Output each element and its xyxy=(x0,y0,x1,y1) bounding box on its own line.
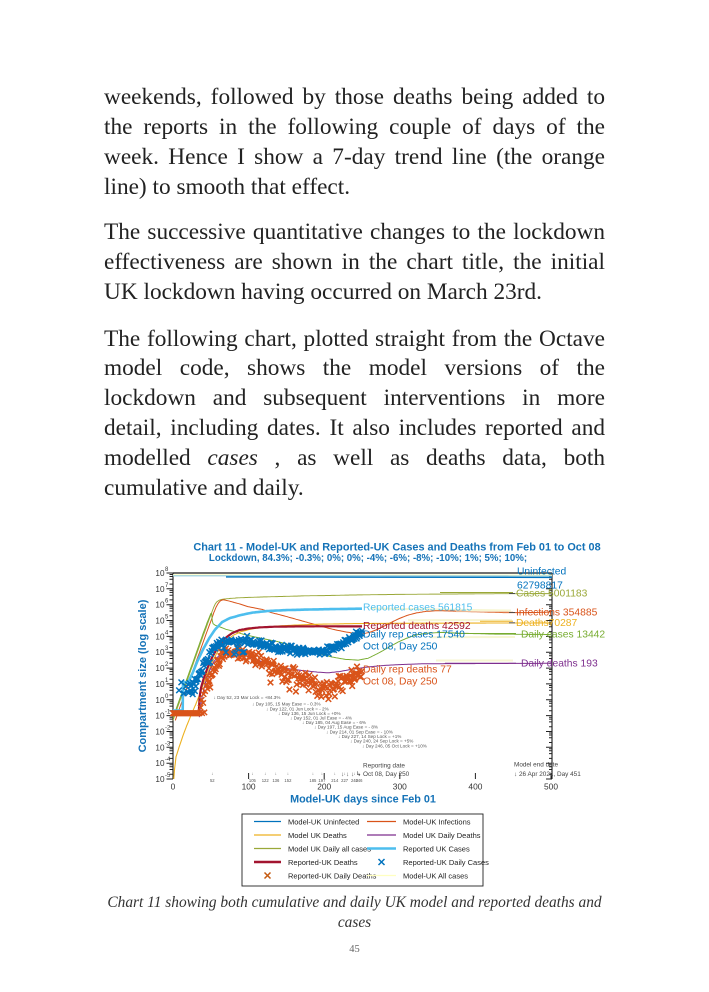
svg-text:Model-UK Infections: Model-UK Infections xyxy=(403,818,471,827)
svg-text:52: 52 xyxy=(210,778,215,783)
svg-text:-3: -3 xyxy=(165,741,171,747)
svg-text:↓: ↓ xyxy=(321,771,323,776)
svg-text:10: 10 xyxy=(155,743,165,752)
svg-text:↓ Day 240, 24 Sep Lock = +5%: ↓ Day 240, 24 Sep Lock = +5% xyxy=(350,739,413,744)
svg-text:↓ Day 105, 15 May Ease = - 0.3: ↓ Day 105, 15 May Ease = - 0.3% xyxy=(252,702,321,707)
svg-text:10: 10 xyxy=(155,680,165,689)
svg-text:-4: -4 xyxy=(165,757,171,763)
svg-text:Reported-UK Daily Deaths: Reported-UK Daily Deaths xyxy=(288,872,377,881)
svg-text:10: 10 xyxy=(155,648,165,657)
svg-text:227: 227 xyxy=(341,778,349,783)
svg-text:10: 10 xyxy=(155,696,165,705)
svg-text:↓: ↓ xyxy=(211,771,213,776)
svg-text:↓ Day 246, 05 Oct Lock = +10%: ↓ Day 246, 05 Oct Lock = +10% xyxy=(362,744,427,749)
svg-text:↓: ↓ xyxy=(264,771,266,776)
svg-text:Model-UK days since Feb 01: Model-UK days since Feb 01 xyxy=(290,794,436,806)
svg-text:Daily rep deaths 77: Daily rep deaths 77 xyxy=(363,665,452,676)
svg-text:↓ ↓ ↓ ↳ Oct 08, Day 250: ↓ ↓ ↓ ↳ Oct 08, Day 250 xyxy=(341,771,410,778)
svg-text:0: 0 xyxy=(171,782,176,792)
svg-text:Reported-UK Daily Cases: Reported-UK Daily Cases xyxy=(403,858,489,867)
svg-text:3: 3 xyxy=(165,646,169,652)
svg-text:10: 10 xyxy=(155,664,165,673)
svg-text:136: 136 xyxy=(272,778,280,783)
svg-text:5: 5 xyxy=(165,615,169,621)
svg-text:Reported deaths 42592: Reported deaths 42592 xyxy=(363,621,471,632)
svg-text:-1: -1 xyxy=(165,710,171,716)
svg-text:Compartment size (log scale): Compartment size (log scale) xyxy=(137,599,149,752)
svg-text:Cases 5001183: Cases 5001183 xyxy=(516,589,588,600)
svg-text:105: 105 xyxy=(249,778,257,783)
svg-text:Lockdown, 84.3%; -0.3%; 0%; 0%: Lockdown, 84.3%; -0.3%; 0%; 0%; -4%; -6%… xyxy=(209,553,527,564)
svg-text:300: 300 xyxy=(393,782,407,792)
svg-text:↓ Day 197, 15 Aug Ease = - 8%: ↓ Day 197, 15 Aug Ease = - 8% xyxy=(314,725,378,730)
svg-text:Reported UK Cases: Reported UK Cases xyxy=(403,845,470,854)
svg-text:10: 10 xyxy=(155,759,165,768)
svg-text:Reporting date: Reporting date xyxy=(363,763,405,770)
svg-text:0: 0 xyxy=(165,694,169,700)
svg-text:8: 8 xyxy=(165,567,169,573)
svg-text:214: 214 xyxy=(331,778,339,783)
svg-text:10: 10 xyxy=(155,617,165,626)
svg-text:Daily rep cases 17540: Daily rep cases 17540 xyxy=(363,629,465,640)
svg-text:Chart 11 - Model-UK and Report: Chart 11 - Model-UK and Reported-UK Case… xyxy=(193,542,600,554)
svg-text:Reported cases 561815: Reported cases 561815 xyxy=(363,603,473,614)
svg-text:↓ Day 185, 04 Aug Ease = - 6%: ↓ Day 185, 04 Aug Ease = - 6% xyxy=(302,720,366,725)
svg-text:4: 4 xyxy=(165,630,169,636)
svg-text:Model UK Daily all cases: Model UK Daily all cases xyxy=(288,845,371,854)
svg-text:10: 10 xyxy=(155,585,165,594)
svg-text:Model-UK All cases: Model-UK All cases xyxy=(403,872,468,881)
svg-text:10: 10 xyxy=(155,632,165,641)
svg-text:10: 10 xyxy=(155,601,165,610)
svg-text:185: 185 xyxy=(309,778,317,783)
svg-text:246: 246 xyxy=(355,778,363,783)
svg-text:62798817: 62798817 xyxy=(517,581,563,592)
svg-text:↓: ↓ xyxy=(251,771,253,776)
svg-text:Reported-UK Deaths: Reported-UK Deaths xyxy=(288,858,358,867)
svg-text:-2: -2 xyxy=(165,726,171,732)
svg-text:1: 1 xyxy=(165,678,169,684)
svg-text:↓ Day 52, 23 Mar Lock = +84.3%: ↓ Day 52, 23 Mar Lock = +84.3% xyxy=(214,695,281,700)
svg-text:Model-UK Uninfected: Model-UK Uninfected xyxy=(288,818,359,827)
svg-text:Infections 354885: Infections 354885 xyxy=(516,608,598,619)
svg-text:2: 2 xyxy=(165,662,169,668)
svg-text:↓ Day 214, 01 Sep Ease = - 10%: ↓ Day 214, 01 Sep Ease = - 10% xyxy=(326,730,393,735)
svg-text:10: 10 xyxy=(155,775,165,784)
svg-text:Oct 08, Day 250: Oct 08, Day 250 xyxy=(363,642,438,653)
svg-text:↓: ↓ xyxy=(312,771,314,776)
svg-text:Model UK Daily Deaths: Model UK Daily Deaths xyxy=(403,831,481,840)
svg-text:↓ Day 227, 14 Sep Lock = +1%: ↓ Day 227, 14 Sep Lock = +1% xyxy=(338,734,401,739)
svg-text:10: 10 xyxy=(155,728,165,737)
svg-text:Deaths70287: Deaths70287 xyxy=(516,618,578,629)
svg-text:122: 122 xyxy=(262,778,270,783)
svg-text:6: 6 xyxy=(165,599,169,605)
svg-text:↓: ↓ xyxy=(344,771,346,776)
svg-text:200: 200 xyxy=(317,782,331,792)
svg-text:↓ Day 122, 01 Jun Lock = - 2%: ↓ Day 122, 01 Jun Lock = - 2% xyxy=(266,707,329,712)
svg-text:Oct 08, Day 250: Oct 08, Day 250 xyxy=(363,677,438,688)
svg-text:152: 152 xyxy=(284,778,292,783)
svg-text:Model UK Deaths: Model UK Deaths xyxy=(288,831,347,840)
svg-text:↓ 26 Apr 2021, Day 451: ↓ 26 Apr 2021, Day 451 xyxy=(514,771,581,778)
svg-text:Model end date: Model end date xyxy=(514,762,559,769)
svg-text:400: 400 xyxy=(468,782,482,792)
svg-text:Uninfected: Uninfected xyxy=(517,567,567,578)
svg-text:↓ Day 152, 01 Jul Ease = - 4%: ↓ Day 152, 01 Jul Ease = - 4% xyxy=(290,716,352,721)
svg-text:↓: ↓ xyxy=(358,771,360,776)
svg-text:↓ Day 136, 15 Jun Lock = +0%: ↓ Day 136, 15 Jun Lock = +0% xyxy=(278,711,341,716)
svg-text:197: 197 xyxy=(318,778,326,783)
svg-text:240: 240 xyxy=(351,778,359,783)
svg-text:7: 7 xyxy=(165,583,169,589)
svg-text:100: 100 xyxy=(242,782,256,792)
svg-text:↓: ↓ xyxy=(287,771,289,776)
svg-text:Daily deaths 193: Daily deaths 193 xyxy=(521,659,598,670)
svg-text:↓: ↓ xyxy=(275,771,277,776)
svg-text:↓: ↓ xyxy=(353,771,355,776)
svg-text:Daily cases 13442: Daily cases 13442 xyxy=(521,630,605,641)
svg-text:-5: -5 xyxy=(165,773,171,779)
svg-text:10: 10 xyxy=(155,569,165,578)
svg-text:10: 10 xyxy=(155,712,165,721)
svg-text:500: 500 xyxy=(544,782,558,792)
svg-text:↓: ↓ xyxy=(334,771,336,776)
